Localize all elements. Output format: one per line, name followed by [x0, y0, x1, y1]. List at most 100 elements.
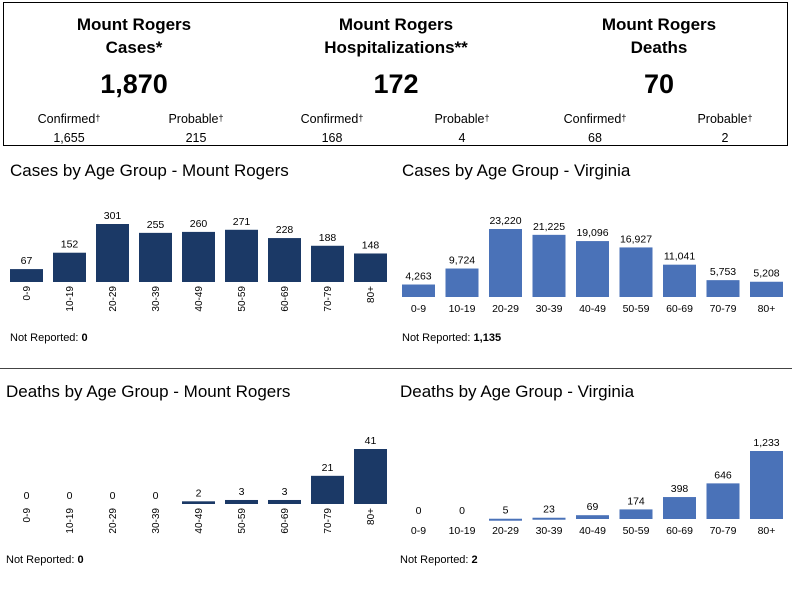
- dagger-mark: †: [484, 113, 490, 123]
- cases-probable-label: Probable: [168, 112, 219, 126]
- data-label-70-79: 646: [714, 469, 732, 481]
- hosp-title-line2: Hospitalizations**: [324, 38, 468, 57]
- tick-label-40-49: 40-49: [579, 525, 606, 537]
- section-divider: [0, 368, 792, 369]
- data-label-50-59: 3: [239, 486, 245, 498]
- tick-label-10-19: 10-19: [449, 525, 476, 537]
- bar-80+: [750, 451, 783, 519]
- dagger-mark: †: [218, 113, 224, 123]
- tick-label-20-29: 20-29: [108, 508, 119, 534]
- data-label-40-49: 2: [196, 487, 202, 499]
- bar-50-59: [225, 499, 258, 504]
- bar-50-59: [619, 247, 653, 297]
- bar-20-29: [96, 224, 129, 282]
- not-reported-value: 0: [81, 332, 88, 344]
- cases-mr-not-reported: Not Reported: 0: [10, 332, 88, 344]
- data-label-50-59: 174: [627, 495, 645, 507]
- dagger-mark: †: [358, 113, 364, 123]
- cases-confirmed-label: Confirmed: [37, 112, 96, 126]
- deaths-probable: Probable† 2: [665, 110, 785, 146]
- cases-title-line1: Mount Rogers: [76, 15, 192, 34]
- hosp-confirmed: Confirmed† 168: [272, 110, 392, 146]
- data-label-10-19: 0: [67, 490, 73, 502]
- deaths-mr-title: Deaths by Age Group - Mount Rogers: [6, 382, 291, 401]
- deaths-confirmed-value: 68: [588, 131, 602, 145]
- data-label-10-19: 9,724: [449, 255, 475, 267]
- tick-label-80+: 80+: [366, 508, 377, 525]
- data-label-80+: 5,208: [753, 268, 779, 280]
- deaths-probable-label: Probable: [697, 112, 748, 126]
- data-label-40-49: 19,096: [576, 227, 608, 239]
- data-label-30-39: 255: [147, 219, 165, 231]
- dagger-mark: †: [95, 113, 101, 123]
- bar-0-9: [10, 269, 43, 282]
- hosp-probable-value: 4: [458, 131, 466, 145]
- deaths-confirmed-label: Confirmed: [563, 112, 622, 126]
- tick-label-0-9: 0-9: [22, 508, 33, 523]
- cases-metric: Mount Rogers Cases* 1,870 Confirmed† 1,6…: [4, 3, 264, 147]
- deaths-title-line1: Mount Rogers: [601, 15, 717, 34]
- bar-50-59: [225, 229, 258, 282]
- bar-70-79: [706, 483, 740, 519]
- not-reported-value: 2: [471, 554, 478, 566]
- bar-20-29: [489, 518, 522, 521]
- bar-40-49: [576, 515, 609, 519]
- tick-label-80+: 80+: [758, 525, 776, 537]
- hosp-title: Mount Rogers Hospitalizations**: [266, 13, 526, 59]
- data-label-50-59: 16,927: [620, 233, 652, 245]
- cases-va-not-reported: Not Reported: 1,135: [402, 332, 501, 344]
- hosp-confirmed-value: 168: [321, 131, 343, 145]
- tick-label-70-79: 70-79: [323, 286, 334, 312]
- tick-label-50-59: 50-59: [237, 508, 248, 534]
- tick-label-30-39: 30-39: [151, 286, 162, 312]
- data-label-20-29: 23,220: [489, 215, 521, 227]
- tick-label-0-9: 0-9: [22, 286, 33, 301]
- tick-label-30-39: 30-39: [151, 508, 162, 534]
- cases-mr-chart: 67 0-9 152 10-19 301 20-29 255 30-39 260 40-49 271…: [10, 210, 387, 312]
- data-label-50-59: 271: [233, 216, 251, 228]
- data-label-20-29: 5: [503, 505, 509, 517]
- tick-label-10-19: 10-19: [65, 508, 76, 534]
- tick-label-10-19: 10-19: [65, 286, 76, 312]
- bar-60-69: [663, 264, 696, 297]
- tick-label-80+: 80+: [758, 303, 776, 315]
- data-label-40-49: 69: [587, 501, 599, 513]
- tick-label-0-9: 0-9: [411, 303, 426, 315]
- deaths-title-line2: Deaths: [630, 38, 688, 57]
- not-reported-value: 1,135: [473, 332, 502, 344]
- deaths-metric: Mount Rogers Deaths 70 Confirmed† 68 Pro…: [529, 3, 789, 147]
- cases-probable-value: 215: [185, 131, 207, 145]
- data-label-70-79: 5,753: [710, 266, 736, 278]
- hospitalizations-metric: Mount Rogers Hospitalizations** 172 Conf…: [266, 3, 526, 147]
- data-label-70-79: 188: [319, 232, 337, 244]
- cases-confirmed-value: 1,655: [53, 131, 85, 145]
- tick-label-10-19: 10-19: [449, 303, 476, 315]
- bar-0-9: [402, 284, 435, 297]
- tick-label-70-79: 70-79: [710, 303, 737, 315]
- data-label-70-79: 21: [322, 462, 334, 474]
- bar-10-19: [445, 268, 479, 297]
- bar-60-69: [663, 497, 696, 519]
- tick-label-70-79: 70-79: [323, 508, 334, 534]
- summary-panel: Mount Rogers Cases* 1,870 Confirmed† 1,6…: [3, 2, 788, 146]
- cases-va-title: Cases by Age Group - Virginia: [402, 161, 631, 180]
- data-label-0-9: 0: [416, 505, 422, 517]
- data-label-30-39: 21,225: [533, 221, 565, 233]
- bar-60-69: [268, 499, 301, 504]
- bar-40-49: [576, 241, 609, 297]
- bar-80+: [354, 449, 387, 504]
- dagger-mark: †: [747, 113, 753, 123]
- bar-30-39: [532, 234, 566, 297]
- deaths-mr-not-reported: Not Reported: 0: [6, 554, 84, 566]
- tick-label-40-49: 40-49: [194, 286, 205, 312]
- data-label-60-69: 11,041: [664, 251, 695, 263]
- tick-label-40-49: 40-49: [194, 508, 205, 534]
- tick-label-70-79: 70-79: [710, 525, 737, 537]
- data-label-0-9: 0: [24, 490, 30, 502]
- tick-label-60-69: 60-69: [666, 525, 693, 537]
- hosp-probable: Probable† 4: [402, 110, 522, 146]
- tick-label-60-69: 60-69: [280, 286, 291, 312]
- cases-title: Mount Rogers Cases*: [4, 13, 264, 59]
- bar-70-79: [706, 280, 740, 297]
- tick-label-60-69: 60-69: [280, 508, 291, 534]
